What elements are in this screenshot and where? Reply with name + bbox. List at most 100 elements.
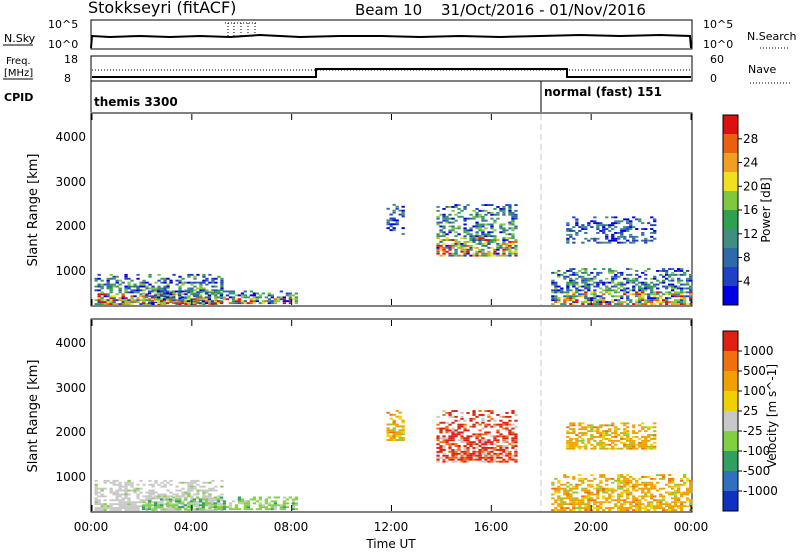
power-cell-0-266	[184, 293, 188, 296]
velocity-cell-5-1693	[629, 441, 633, 444]
power-cell-4-1256	[629, 279, 633, 282]
power-cell-4-1114	[587, 301, 591, 303]
power-cell-2-583	[386, 207, 390, 210]
freq-label: Freq.	[6, 56, 31, 67]
power-cell-4-1342	[653, 275, 657, 278]
velocity-cell-3-802	[469, 425, 473, 428]
power-cell-2-604	[398, 209, 402, 212]
velocity-cell-0-167	[148, 495, 152, 498]
velocity-cell-4-1329	[635, 501, 639, 504]
velocity-cell-4-1291	[626, 507, 630, 509]
velocity-cell-0-165	[148, 499, 152, 502]
velocity-cell-3-760	[460, 415, 464, 418]
power-cell-1-493	[231, 300, 236, 303]
power-cell-3-876	[493, 250, 497, 253]
velocity-cell-2-588	[389, 429, 393, 432]
velocity-cell-4-1246	[614, 479, 618, 482]
velocity-cell-1-546	[273, 504, 277, 507]
velocity-cell-3-919	[493, 452, 497, 455]
power-cell-1-486	[225, 294, 230, 297]
power-cell-4-1448	[683, 287, 687, 290]
velocity-cell-0-58	[112, 479, 116, 482]
power-cell-0-87	[124, 303, 128, 305]
velocity-cell-0-129	[133, 505, 137, 508]
power-cell-1-399	[159, 294, 164, 297]
power-cell-4-1191	[611, 301, 615, 303]
power-cell-0-22	[100, 291, 104, 294]
power-cell-3-965	[511, 223, 515, 226]
velocity-cell-4-1097	[569, 489, 573, 492]
velocity-cell-4-1182	[593, 477, 597, 480]
velocity-cell-2-594	[392, 435, 396, 438]
power-cell-3-712	[457, 241, 461, 243]
velocity-cell-0-287	[187, 487, 191, 490]
velocity-cell-0-102	[124, 487, 128, 490]
power-cell-1-473	[216, 302, 221, 305]
velocity-cell-5-1583	[587, 426, 591, 429]
power-cell-4-1042	[566, 270, 570, 272]
velocity-cell-4-1326	[635, 507, 639, 509]
power-cell-3-703	[454, 227, 458, 230]
power-cell-4-1278	[638, 303, 642, 305]
velocity-cell-0-51	[112, 507, 116, 509]
velocity-colorbar-swatch-1	[723, 471, 738, 491]
velocity-cell-5-1591	[590, 428, 594, 431]
velocity-cell-4-1149	[584, 489, 588, 492]
velocity-cell-3-995	[508, 433, 512, 436]
nave-tick-top: 60	[710, 53, 724, 66]
velocity-cell-0-118	[130, 509, 134, 511]
velocity-cell-5-1694	[629, 439, 633, 442]
power-cell-4-1221	[617, 275, 621, 278]
velocity-cell-4-1189	[596, 493, 600, 496]
velocity-cell-3-989	[508, 458, 512, 461]
velocity-cell-4-1338	[638, 507, 642, 509]
velocity-cell-3-804	[469, 417, 473, 420]
power-cell-0-252	[178, 287, 182, 290]
velocity-cell-1-419	[168, 500, 173, 503]
power-cell-3-805	[478, 237, 482, 240]
power-cell-4-1185	[608, 289, 612, 292]
power-cell-4-1386	[668, 283, 672, 286]
velocity-cell-3-763	[463, 458, 467, 461]
power-cell-4-1427	[677, 268, 681, 270]
power-cell-4-1024	[563, 299, 567, 302]
power-cell-5-1564	[617, 235, 621, 238]
velocity-cell-2-618	[398, 417, 402, 420]
power-cell-0-132	[139, 303, 143, 305]
velocity-cell-1-465	[204, 500, 209, 503]
velocity-cell-2-615	[398, 431, 402, 434]
velocity-cell-4-1315	[632, 505, 636, 508]
power-cell-0-355	[214, 291, 218, 294]
velocity-cell-2-595	[392, 433, 396, 436]
velocity-cell-4-1396	[653, 495, 657, 498]
power-cell-1-568	[288, 298, 292, 301]
power-cell-3-722	[460, 248, 464, 251]
power-cell-2-589	[389, 213, 393, 216]
power-cell-1-554	[276, 298, 280, 301]
velocity-cell-3-975	[505, 449, 509, 451]
velocity-cell-3-939	[496, 429, 500, 432]
power-colorbar-swatch-6	[723, 172, 738, 191]
velocity-cell-1-448	[192, 500, 197, 503]
power-cell-5-1504	[584, 232, 588, 234]
power-cell-0-164	[148, 273, 152, 276]
power-cell-4-1378	[665, 273, 669, 276]
velocity-cell-5-1549	[575, 445, 579, 448]
velocity-cell-4-1462	[674, 499, 678, 502]
power-cell-1-534	[258, 296, 262, 299]
power-cell-0-3	[94, 285, 98, 288]
power-cell-5-1488	[572, 230, 576, 232]
velocity-cell-0-216	[163, 493, 167, 496]
power-cell-5-1474	[566, 241, 570, 244]
power-cell-3-914	[502, 241, 506, 243]
power-cell-4-1282	[638, 295, 642, 298]
power-cell-0-258	[181, 293, 185, 296]
freq-trace	[92, 68, 691, 78]
velocity-cell-0-13	[97, 509, 101, 511]
velocity-cell-0-336	[202, 485, 206, 488]
power-cell-3-798	[475, 208, 479, 210]
power-ytick-2000: 2000	[55, 219, 86, 233]
velocity-cell-4-1507	[686, 477, 690, 480]
power-cell-3-797	[475, 211, 479, 214]
velocity-cell-3-1006	[511, 443, 515, 446]
